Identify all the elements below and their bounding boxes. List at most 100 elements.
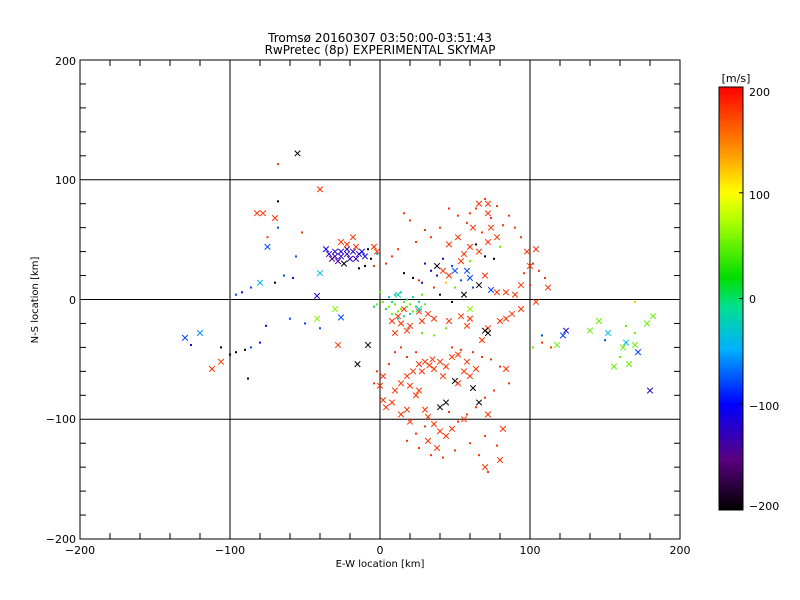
data-point-dot	[373, 264, 375, 267]
data-point-dot	[442, 456, 444, 459]
chart-title: Tromsø 20160307 03:50:00-03:51:43	[267, 31, 492, 45]
data-point-dot	[421, 332, 423, 335]
data-point-dot	[397, 317, 399, 320]
data-point-dot	[487, 470, 489, 473]
data-point-dot	[634, 332, 636, 335]
data-point-x	[463, 267, 471, 274]
data-point-dot	[484, 396, 486, 399]
data-point-x	[502, 365, 510, 373]
data-point-dot	[490, 358, 492, 361]
data-point-x	[391, 329, 399, 337]
data-point-x	[493, 234, 501, 241]
data-point-x	[259, 210, 267, 217]
data-point-x	[463, 358, 471, 365]
data-point-x	[403, 372, 411, 380]
data-point-x	[475, 399, 483, 406]
data-point-x	[562, 327, 570, 334]
data-point-dot	[454, 449, 456, 452]
data-point-x	[331, 253, 339, 260]
data-point-x	[354, 361, 361, 368]
data-point-dot	[250, 346, 252, 349]
data-point-x	[439, 267, 447, 274]
data-point-x	[421, 358, 429, 365]
data-point-dot	[289, 317, 291, 320]
data-point-x	[364, 341, 372, 349]
data-point-dot	[469, 212, 471, 215]
data-point-x	[445, 317, 453, 325]
x-tick-label-2: 0	[377, 544, 384, 557]
data-point-dot	[265, 324, 267, 327]
data-point-x	[460, 250, 468, 258]
data-point-x	[484, 238, 492, 246]
data-point-x	[343, 246, 351, 253]
data-point-x	[349, 234, 357, 241]
data-point-x	[442, 432, 450, 440]
data-point-x	[586, 327, 594, 334]
data-point-x	[508, 310, 516, 318]
data-point-dot	[400, 346, 402, 349]
colorbar-tick-label-neg100: −100	[749, 400, 779, 413]
data-point-x	[451, 267, 459, 274]
data-point-dot	[277, 226, 279, 229]
data-point-dot	[469, 260, 471, 263]
data-point-x	[460, 416, 468, 423]
data-point-x	[433, 444, 441, 452]
data-point-dot	[460, 348, 462, 351]
data-points	[181, 150, 657, 473]
data-point-dot	[409, 312, 411, 315]
data-point-dot	[439, 293, 441, 296]
data-point-dot	[418, 279, 420, 282]
data-point-x	[412, 392, 420, 399]
data-point-x	[532, 298, 540, 306]
data-point-dot	[250, 286, 252, 289]
x-tick-label-0: −200	[65, 544, 95, 557]
data-point-dot	[391, 255, 393, 258]
data-point-x	[334, 341, 342, 349]
data-point-x	[442, 399, 450, 406]
colorbar-tick-label-100: 100	[749, 189, 770, 202]
data-point-dot	[496, 205, 498, 208]
data-point-x	[481, 272, 489, 279]
axis-ticks	[80, 60, 680, 539]
data-point-dot	[388, 296, 390, 299]
data-point-x	[553, 341, 561, 349]
data-point-dot	[484, 197, 486, 200]
data-point-x	[622, 339, 630, 346]
data-point-dot	[394, 303, 396, 306]
data-point-x	[264, 243, 271, 250]
data-point-x	[331, 305, 339, 313]
data-point-dot	[520, 236, 522, 239]
data-point-x	[619, 344, 627, 351]
data-point-dot	[283, 274, 285, 277]
data-point-dot	[550, 346, 552, 349]
data-point-x	[334, 258, 342, 265]
data-point-dot	[394, 351, 396, 354]
data-point-x	[394, 291, 402, 298]
data-point-dot	[529, 284, 531, 287]
data-point-x	[448, 425, 456, 432]
data-point-x	[517, 305, 525, 313]
data-point-x	[325, 250, 333, 258]
data-point-dot	[532, 262, 534, 265]
data-point-dot	[403, 315, 405, 318]
data-point-dot	[502, 224, 504, 227]
data-point-dot	[415, 305, 417, 308]
chart-subtitle: RwPretec (8p) EXPERIMENTAL SKYMAP	[265, 43, 496, 57]
data-point-x	[322, 246, 330, 253]
data-point-x	[316, 270, 324, 277]
data-point-dot	[448, 411, 450, 414]
data-point-x	[294, 150, 301, 157]
data-point-x	[253, 210, 261, 217]
data-point-dot	[625, 324, 627, 327]
data-point-x	[181, 334, 189, 341]
data-point-x	[475, 281, 483, 289]
data-point-x	[426, 362, 433, 369]
data-point-dot	[457, 420, 459, 423]
data-point-dot	[367, 248, 369, 251]
data-point-x	[433, 262, 441, 270]
data-point-x	[481, 463, 489, 471]
data-point-dot	[301, 231, 303, 234]
data-point-x	[631, 341, 639, 349]
data-point-dot	[472, 351, 474, 354]
data-point-dot	[424, 425, 426, 428]
